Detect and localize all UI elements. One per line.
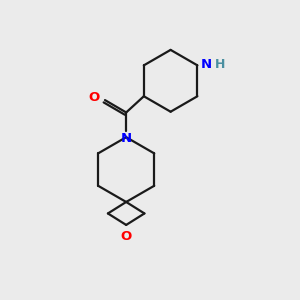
Text: N: N bbox=[201, 58, 212, 71]
Text: O: O bbox=[121, 230, 132, 243]
Text: O: O bbox=[89, 91, 100, 104]
Text: H: H bbox=[214, 58, 225, 71]
Text: N: N bbox=[121, 132, 132, 145]
